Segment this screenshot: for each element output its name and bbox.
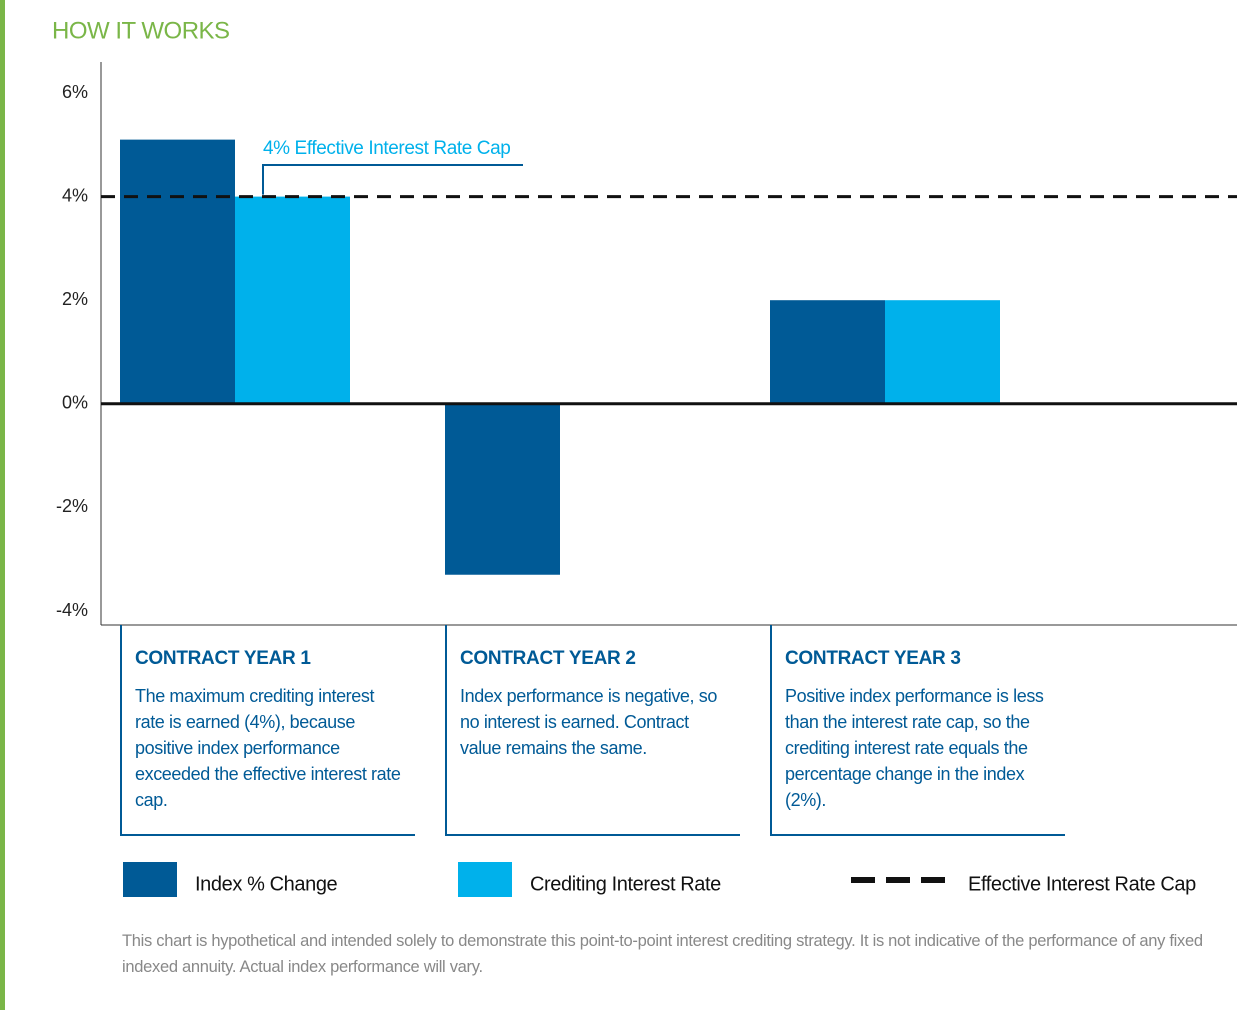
category-description: The maximum crediting interest rate is e… (135, 686, 401, 810)
y-tick-label: -4% (56, 600, 88, 620)
legend-label: Index % Change (195, 873, 338, 895)
category-label: CONTRACT YEAR 2 (460, 648, 636, 669)
category-box (445, 625, 740, 836)
category-box (770, 625, 1065, 836)
category-description: Positive index performance is less than … (785, 686, 1044, 810)
y-tick-label: -2% (56, 496, 88, 516)
category-label: CONTRACT YEAR 3 (785, 648, 961, 669)
bar (885, 300, 1000, 404)
bar (235, 196, 350, 404)
legend-label: Effective Interest Rate Cap (968, 873, 1196, 895)
category-box (120, 625, 415, 836)
bar (770, 300, 885, 404)
y-tick-label: 0% (62, 393, 88, 413)
y-tick-label: 6% (62, 82, 88, 102)
chart-title: HOW IT WORKS (52, 17, 230, 44)
cap-callout (262, 164, 523, 195)
accent-bar (0, 0, 5, 1010)
legend-swatch (123, 862, 177, 897)
legend-label: Crediting Interest Rate (530, 873, 721, 895)
legend-swatch (458, 862, 512, 897)
y-tick-label: 4% (62, 185, 88, 205)
category-description: Index performance is negative, so no int… (460, 686, 717, 758)
category-label: CONTRACT YEAR 1 (135, 648, 311, 669)
footnote: This chart is hypothetical and intended … (122, 932, 1203, 976)
bar (120, 139, 235, 404)
y-tick-label: 2% (62, 289, 88, 309)
cap-annotation: 4% Effective Interest Rate Cap (263, 138, 510, 159)
bar (445, 403, 560, 575)
